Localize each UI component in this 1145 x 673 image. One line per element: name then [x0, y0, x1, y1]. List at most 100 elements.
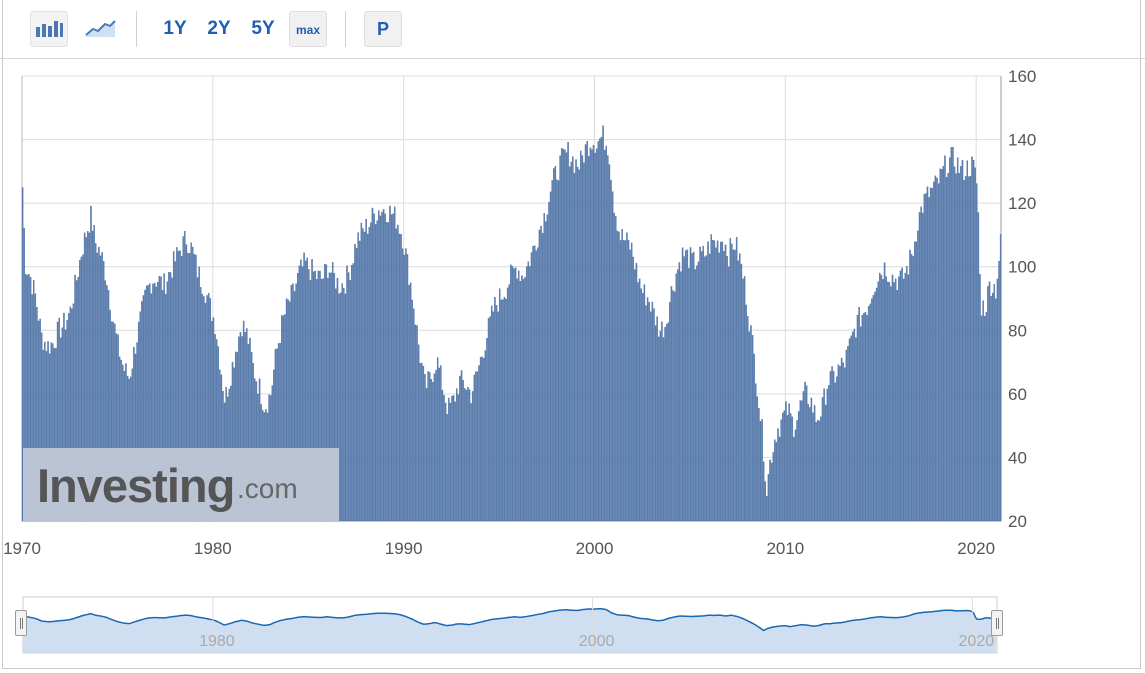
bar [530, 252, 533, 522]
bar [471, 391, 474, 522]
bar [233, 367, 235, 522]
bar [551, 180, 553, 522]
bar [610, 180, 612, 522]
bar [549, 191, 552, 522]
bar [293, 290, 296, 522]
bar [53, 348, 56, 522]
bar [842, 362, 844, 522]
bar [339, 292, 342, 522]
bar [859, 326, 862, 522]
period-button[interactable]: P [364, 11, 402, 47]
bar [421, 362, 423, 522]
bar [463, 388, 466, 522]
navigator-chart[interactable]: 1980 2000 2020 [0, 595, 1145, 657]
bar [920, 206, 922, 522]
bar [500, 299, 503, 522]
bar [56, 321, 59, 522]
bar [314, 270, 316, 522]
bar [42, 349, 45, 522]
range-2y-button[interactable]: 2Y [207, 18, 231, 39]
bar [494, 297, 496, 522]
bar [211, 321, 213, 522]
bar [826, 388, 829, 522]
range-max-button[interactable]: max [289, 11, 327, 47]
bar [575, 159, 577, 522]
bar [584, 144, 587, 522]
bar [137, 321, 140, 522]
range-5y-button[interactable]: 5Y [251, 18, 275, 39]
bar [901, 267, 903, 522]
bar [91, 230, 94, 522]
bar [936, 177, 938, 522]
range-1y-button[interactable]: 1Y [163, 18, 187, 39]
bar [700, 251, 703, 522]
bar [150, 293, 153, 522]
bar [762, 461, 765, 522]
bar-chart-button[interactable] [30, 11, 68, 47]
bar [697, 261, 700, 522]
bar [290, 285, 293, 522]
bar [980, 315, 983, 522]
bar [470, 403, 472, 522]
bar [23, 227, 25, 522]
bar [435, 370, 437, 522]
bar [45, 351, 48, 522]
bar [214, 334, 216, 522]
bar [324, 263, 326, 522]
bar [853, 328, 856, 522]
bar [669, 302, 671, 522]
bar [172, 251, 175, 522]
bar [502, 299, 504, 522]
bar [80, 256, 83, 522]
bar [672, 290, 674, 522]
bar [909, 249, 911, 522]
bar [330, 272, 332, 522]
bar [360, 222, 363, 522]
bar [212, 317, 215, 522]
bar [481, 356, 483, 522]
bar [991, 292, 994, 522]
bar [543, 213, 545, 522]
bar [993, 283, 996, 522]
bar [969, 175, 972, 522]
bar [872, 295, 875, 522]
bar [104, 280, 107, 522]
bar [446, 414, 448, 522]
bar [122, 364, 124, 522]
bar [155, 286, 157, 522]
bar [25, 274, 27, 522]
bar [794, 429, 797, 522]
bar [96, 252, 99, 522]
bar [147, 284, 149, 522]
navigator-right-handle[interactable] [991, 610, 1003, 636]
bar [123, 370, 126, 522]
bar [510, 264, 512, 522]
navigator-left-handle[interactable] [15, 610, 27, 636]
line-chart-button[interactable] [82, 11, 120, 47]
bar [977, 212, 980, 522]
bar [945, 177, 948, 522]
bar [109, 309, 111, 522]
bar [770, 462, 773, 522]
bar [573, 172, 576, 522]
bar [675, 273, 677, 522]
bar [518, 270, 520, 522]
bar [304, 260, 307, 522]
bar [234, 351, 237, 522]
bar [702, 245, 704, 522]
bar [832, 371, 835, 522]
bar [203, 296, 205, 522]
bar [341, 283, 343, 522]
bar [642, 292, 644, 522]
x-tick-label: 2000 [576, 539, 614, 558]
bar [656, 316, 658, 522]
bar [287, 299, 289, 522]
bar [406, 254, 409, 522]
bar [929, 187, 932, 522]
bar [58, 317, 60, 522]
bar [161, 290, 164, 522]
bar [917, 230, 919, 522]
navigator-series [22, 596, 998, 654]
bar [692, 251, 695, 522]
bar [498, 288, 501, 522]
